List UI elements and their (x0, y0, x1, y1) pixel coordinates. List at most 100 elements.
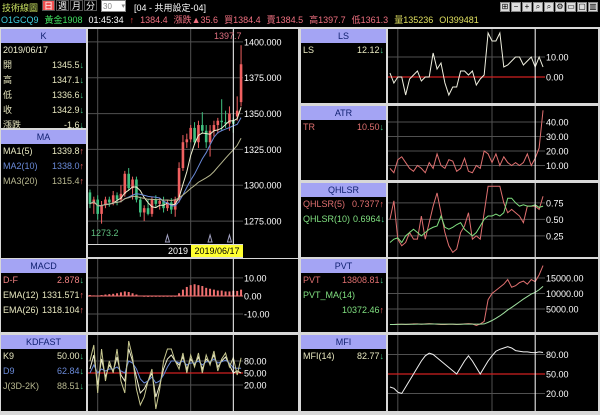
indicator-row: LS 12.12↓ (301, 43, 386, 58)
date-value: 2019/06/17 (3, 45, 49, 55)
arrow-down-icon: ↓ (79, 90, 85, 100)
ma-panel-header[interactable]: MA (1, 130, 86, 144)
settings-icon[interactable]: ⚙ (555, 2, 565, 12)
atr-chart-area (388, 106, 545, 180)
indicator-row: EMA(26) 1318.104↑ (1, 303, 86, 318)
period-button-2[interactable]: 月 (70, 0, 84, 11)
candle-body (119, 193, 123, 200)
ask: 賣1384.5 (266, 15, 304, 25)
restore-icon[interactable]: ▢ (577, 2, 587, 12)
arrow-up-icon: ↑ (79, 161, 85, 171)
pvt-panel-header[interactable]: PVT (301, 259, 386, 273)
indicator-label: EMA(26) (3, 305, 39, 315)
indicator-value: 1339.8 (51, 146, 80, 156)
period-button-3[interactable]: 分 (84, 0, 98, 11)
arrow-up-icon: ↑ (379, 305, 385, 315)
qhlsr-panel-header[interactable]: QHLSR (301, 183, 386, 197)
indicator-label: MA2(10) (3, 161, 38, 171)
atr-panel-header[interactable]: ATR (301, 106, 386, 120)
series-line-0 (389, 346, 544, 395)
search-icon[interactable]: ⌕ (533, 2, 543, 12)
symbol: O1GCQ9 (1, 15, 39, 25)
kd-axis-area (243, 335, 298, 411)
chevron-down-icon: ▾ (121, 3, 125, 10)
count-select[interactable]: 30 ▾ (101, 0, 126, 12)
indicator-value: 1338.0 (51, 161, 80, 171)
axis-tick-label: 0.00 (244, 291, 262, 301)
candle-body (158, 201, 161, 204)
atr-axis-area (545, 106, 598, 180)
k-axis-area (243, 29, 298, 258)
period-button-0[interactable]: 日 (42, 0, 56, 11)
open-interest: OI399481 (439, 15, 479, 25)
axis-tick-label: 20.00 (244, 381, 267, 391)
indicator-label: PVT_MA(14) (303, 290, 356, 300)
indicator-value: 0.6964 (353, 214, 381, 224)
histogram-bar (209, 288, 212, 296)
title-bar: 技術線圖 日週月分 30 ▾ [04 - 共用設定-04] ⊞ − + ⌕ ⌕ ⚙ ▭ ▢ ▥ (0, 0, 600, 13)
histogram-bar (135, 294, 138, 296)
mfi-panel-header[interactable]: MFI (301, 335, 386, 349)
indicator-value: 1318.104 (41, 305, 80, 315)
ls-panel-header[interactable]: LS (301, 29, 386, 43)
histogram-bar (220, 290, 223, 296)
candle-body (197, 125, 200, 143)
indicator-value: 82.77 (356, 351, 380, 361)
pvt-chart-area (388, 259, 545, 332)
axis-tick-label: 10000.00 (546, 289, 584, 299)
zoom-out-icon[interactable]: − (511, 2, 521, 12)
indicator-label: D-F (3, 275, 18, 285)
macd-panel-header[interactable]: MACD (1, 259, 86, 273)
axis-tick-label: 80.00 (546, 350, 569, 360)
candle-body (100, 205, 103, 214)
indicator-label: QHLSR(5) (303, 199, 346, 209)
axis-tick-label: 0.00 (546, 73, 564, 83)
indicator-value: 12.12 (356, 45, 380, 55)
arrow-down-icon: ↓ (79, 75, 85, 85)
arrow-up-icon: ↑ (129, 15, 135, 25)
candle-body (104, 199, 107, 206)
date-bar: 2019 2019/06/17 (88, 245, 243, 257)
indicator-row: K9 50.00↓ (1, 349, 86, 364)
histogram-bar (236, 290, 239, 296)
zoom-reset-icon[interactable]: ⊞ (500, 2, 510, 12)
qhlsr-axis-area (545, 183, 598, 257)
change: 漲跌▲35.6 (173, 15, 219, 25)
save-icon[interactable]: ▭ (566, 2, 576, 12)
histogram-bar (131, 293, 134, 296)
indicator-row: MA2(10) 1338.0↑ (1, 159, 86, 174)
close-icon[interactable]: ▥ (588, 2, 598, 12)
histogram-bar (197, 285, 200, 296)
histogram-bar (108, 294, 111, 296)
axis-tick-label: 10.00 (546, 161, 569, 171)
mfi-label-panel: MFI MFI(14) 82.77↓ (301, 335, 386, 411)
histogram-bar (123, 291, 126, 296)
arrow-down-icon: ↓ (79, 120, 85, 128)
period-button-1[interactable]: 週 (56, 0, 70, 11)
candle-body (220, 120, 223, 123)
axis-tick-label: 15000.00 (546, 273, 584, 283)
indicator-row: QHLSR(5) 0.7377↑ (301, 197, 386, 212)
search-alt-icon[interactable]: ⌕ (544, 2, 554, 12)
histogram-bar (205, 287, 208, 296)
candle-body (181, 142, 185, 169)
ls-axis-area (545, 29, 598, 103)
kd-panel-header[interactable]: KDFAST (1, 335, 86, 349)
candle-body (208, 130, 212, 143)
series-line-0 (389, 31, 544, 97)
k-panel-header[interactable]: K (1, 29, 86, 43)
time: 01:45:34 (88, 15, 124, 25)
candle-body (228, 113, 231, 124)
setting-label[interactable]: [04 - 共用設定-04] (134, 3, 207, 13)
candle-body (185, 139, 189, 143)
arrow-down-icon: ↓ (379, 275, 385, 285)
histogram-bar (127, 291, 130, 296)
zoom-in-icon[interactable]: + (522, 2, 532, 12)
candle-body (139, 199, 142, 213)
signal-marker-icon (207, 233, 213, 243)
ma-line-5 (89, 107, 242, 209)
mfi-axis-area (545, 335, 598, 411)
candle-body (115, 195, 119, 200)
arrow-up-icon: ↑ (79, 290, 85, 300)
candle-body (142, 208, 146, 213)
